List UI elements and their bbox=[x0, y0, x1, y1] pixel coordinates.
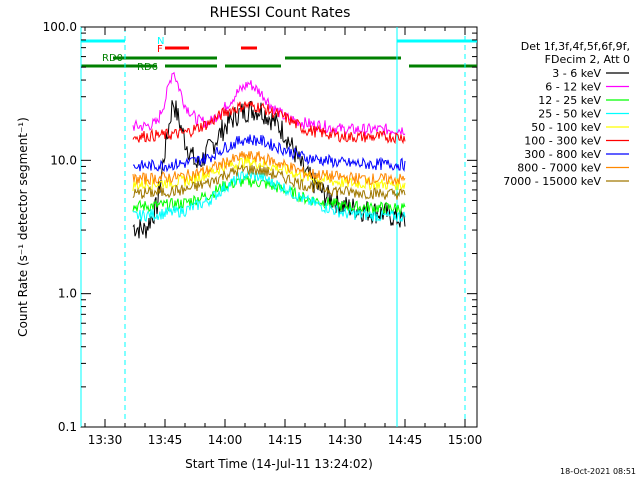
x-tick-label: 14:30 bbox=[328, 433, 363, 447]
series-line-800-7000-kev bbox=[132, 150, 406, 186]
y-tick-label: 0.1 bbox=[58, 420, 77, 434]
y-tick-label: 10.0 bbox=[50, 153, 77, 167]
chart-title: RHESSI Count Rates bbox=[210, 5, 351, 21]
x-axis-label: Start Time (14-Jul-11 13:24:02) bbox=[185, 457, 373, 471]
series-line-7000-15000-kev bbox=[132, 164, 406, 200]
legend-entry-50-100-kev: 50 - 100 keV bbox=[531, 121, 601, 134]
legend-header-line: Det 1f,3f,4f,5f,6f,9f, bbox=[521, 40, 630, 53]
state-annotations: NF RD0 RD6 bbox=[102, 36, 164, 73]
legend-header-line: FDecim 2, Att 0 bbox=[545, 53, 630, 66]
legend-entry-800-7000-kev: 800 - 7000 keV bbox=[517, 162, 601, 175]
legend: Det 1f,3f,4f,5f,6f,9f,FDecim 2, Att 03 -… bbox=[503, 40, 630, 188]
timestamp: 18-Oct-2021 08:51 bbox=[560, 467, 636, 476]
legend-entry-6-12-kev: 6 - 12 keV bbox=[545, 81, 601, 94]
annotation-rd0: RD0 bbox=[102, 53, 123, 64]
series-line-100-300-kev bbox=[132, 101, 406, 145]
series-line-50-100-kev bbox=[132, 155, 406, 192]
legend-entry-300-800-kev: 300 - 800 keV bbox=[524, 148, 601, 161]
annotation-n: N bbox=[157, 36, 164, 47]
annotation-f: F bbox=[157, 44, 163, 55]
series-line-6-12-kev bbox=[132, 71, 406, 137]
attenuator-lines bbox=[80, 27, 466, 427]
series-line-25-50-kev bbox=[132, 168, 406, 223]
y-tick-label: 100.0 bbox=[43, 20, 77, 34]
x-tick-label: 14:00 bbox=[208, 433, 243, 447]
series-lines bbox=[132, 71, 406, 239]
legend-entry-25-50-kev: 25 - 50 keV bbox=[538, 108, 601, 121]
axis-ticks: 13:30 13:45 14:00 14:15 14:30 14:45 15:00 0.1 1.… bbox=[43, 20, 483, 447]
x-tick-label: 14:15 bbox=[268, 433, 303, 447]
plot-frame bbox=[80, 26, 478, 428]
legend-entry-100-300-kev: 100 - 300 keV bbox=[524, 135, 601, 148]
x-tick-label: 14:45 bbox=[388, 433, 423, 447]
x-tick-label: 13:30 bbox=[88, 433, 123, 447]
y-axis-label: Count Rate (s⁻¹ detector segment⁻¹) bbox=[16, 117, 30, 337]
instrument-state-bars bbox=[81, 39, 477, 68]
x-tick-label: 13:45 bbox=[148, 433, 183, 447]
annotation-rd6: RD6 bbox=[137, 62, 158, 73]
legend-entry-7000-15000-kev: 7000 - 15000 keV bbox=[503, 175, 601, 188]
y-tick-label: 1.0 bbox=[58, 287, 77, 301]
legend-entry-3-6-kev: 3 - 6 keV bbox=[552, 67, 601, 80]
x-tick-label: 15:00 bbox=[448, 433, 483, 447]
legend-entry-12-25-kev: 12 - 25 keV bbox=[538, 94, 601, 107]
series-line-12-25-kev bbox=[132, 173, 406, 216]
series-line-300-800-kev bbox=[132, 134, 406, 173]
